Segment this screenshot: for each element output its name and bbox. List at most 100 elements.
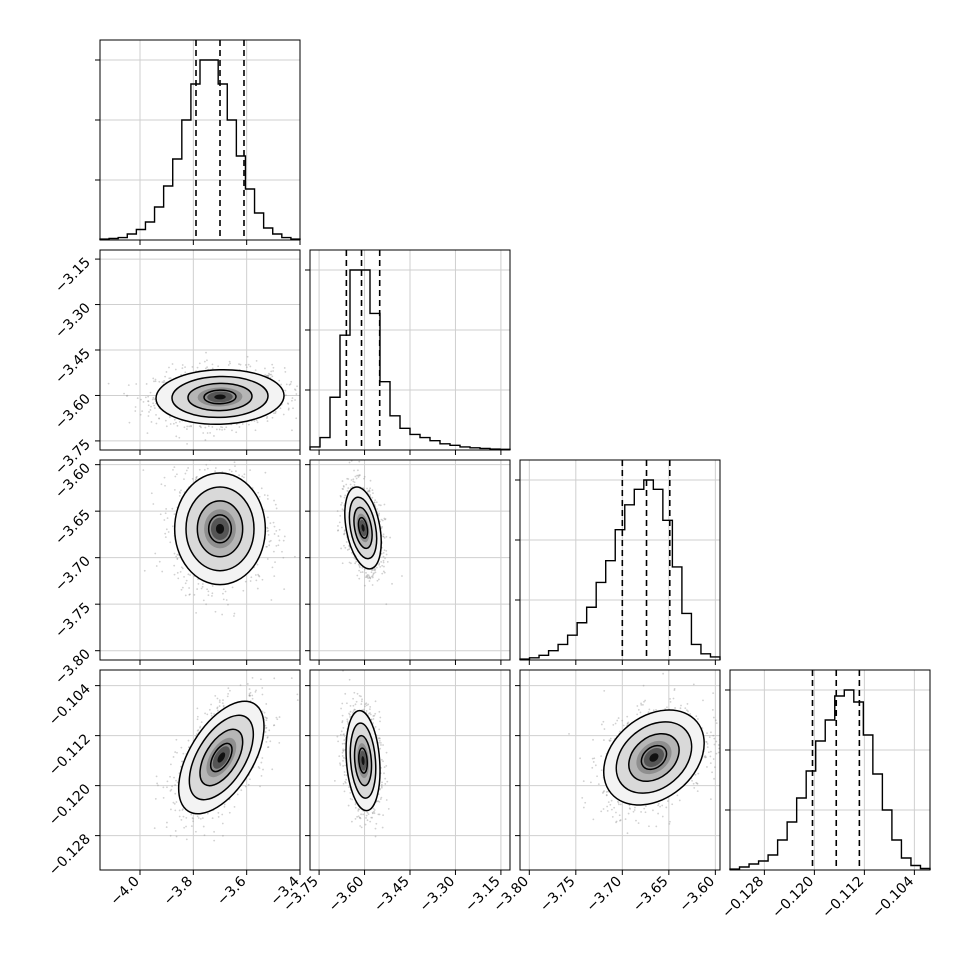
sample-point (273, 525, 276, 528)
sample-point (343, 533, 346, 536)
sample-point (149, 409, 152, 411)
sample-point (287, 407, 290, 410)
sample-point (272, 370, 274, 372)
sample-point (229, 362, 231, 365)
panel-frame (99, 39, 301, 241)
contour-line (187, 382, 253, 412)
sample-point (368, 576, 371, 579)
sample-point (151, 398, 154, 401)
sample-point (344, 546, 347, 549)
sample-point (247, 423, 250, 426)
sample-point (236, 793, 239, 796)
sample-point (382, 533, 385, 536)
sample-point (176, 557, 179, 560)
sample-point (243, 473, 246, 476)
sample-point (139, 413, 142, 416)
contour-line (357, 516, 369, 539)
sample-point (183, 478, 185, 480)
sample-point (273, 533, 276, 535)
sample-point (174, 428, 176, 430)
sample-point (346, 549, 349, 551)
sample-point (385, 603, 388, 606)
sample-point (158, 417, 161, 420)
sample-point (180, 588, 183, 591)
sample-point (366, 487, 368, 490)
sample-point (368, 489, 371, 492)
sample-point (192, 820, 194, 823)
sample-point (175, 555, 178, 558)
sample-point (258, 767, 261, 769)
sample-point (174, 475, 177, 478)
sample-point (350, 562, 352, 565)
sample-point (166, 517, 169, 520)
sample-point (352, 478, 355, 481)
sample-point (273, 412, 275, 415)
sample-point (159, 513, 162, 516)
sample-point (123, 392, 125, 395)
contour-line (185, 486, 255, 572)
sample-point (174, 784, 177, 786)
sample-point (179, 570, 182, 573)
sample-point (176, 473, 178, 476)
sample-point (266, 526, 268, 529)
sample-point (206, 359, 208, 362)
sample-point (217, 365, 220, 368)
sample-point (147, 400, 149, 403)
sample-point (382, 561, 385, 564)
sample-point (357, 563, 360, 566)
sample-point (356, 469, 359, 472)
sample-point (265, 726, 268, 729)
contour-line (155, 368, 285, 425)
sample-point (150, 421, 153, 423)
sample-point (265, 717, 268, 719)
sample-point (184, 472, 187, 475)
sample-point (355, 477, 358, 480)
sample-point (153, 407, 156, 409)
sample-point (295, 417, 298, 420)
sample-point (266, 545, 268, 548)
sample-point (368, 576, 371, 578)
sample-point (176, 553, 179, 556)
sample-point (185, 816, 188, 819)
sample-point (207, 594, 210, 597)
sample-point (201, 585, 204, 588)
sample-point (169, 834, 172, 837)
sample-point (255, 419, 258, 422)
sample-point (216, 707, 219, 710)
sample-point (381, 564, 384, 567)
sample-point (258, 495, 261, 498)
sample-point (377, 578, 380, 581)
sample-point (275, 507, 278, 510)
sample-point (376, 579, 379, 582)
sample-point (189, 574, 191, 576)
sample-point (196, 475, 198, 478)
sample-point (140, 398, 142, 401)
sample-point (383, 536, 386, 539)
sample-point (352, 480, 355, 483)
sample-point (211, 595, 213, 597)
sample-point (200, 426, 202, 429)
sample-point (339, 514, 342, 517)
sample-point (379, 565, 382, 568)
sample-point (154, 380, 157, 383)
sample-point (206, 366, 208, 369)
sample-point (303, 409, 305, 411)
sample-point (152, 377, 155, 380)
sample-point (273, 677, 276, 680)
sample-point (340, 503, 342, 506)
sample-point (191, 477, 194, 480)
sample-point (196, 366, 199, 369)
sample-point (272, 521, 275, 524)
sample-point (211, 817, 214, 820)
sample-point (150, 405, 152, 408)
sample-point (341, 508, 344, 511)
sample-point (204, 439, 207, 441)
sample-point (384, 518, 386, 521)
sample-point (358, 577, 361, 580)
sample-point (168, 416, 171, 418)
sample-point (186, 428, 188, 430)
sample-point (164, 532, 167, 535)
sample-point (384, 518, 387, 520)
sample-point (169, 789, 172, 792)
histogram-step (729, 689, 931, 870)
